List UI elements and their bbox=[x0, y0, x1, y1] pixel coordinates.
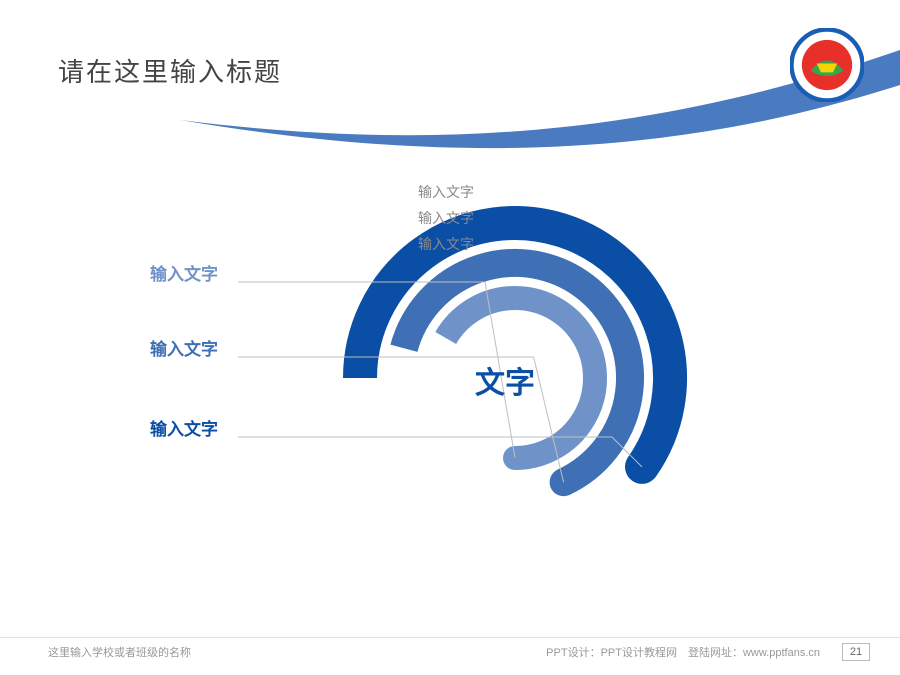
top-label: 输入文字 bbox=[418, 208, 474, 228]
top-label: 输入文字 bbox=[418, 234, 474, 254]
page-number: 21 bbox=[842, 643, 870, 661]
side-label: 输入文字 bbox=[150, 260, 218, 285]
side-label: 输入文字 bbox=[150, 335, 218, 360]
ring-chart bbox=[0, 0, 900, 675]
side-label: 输入文字 bbox=[150, 415, 218, 440]
footer-left-text: 这里输入学校或者班级的名称 bbox=[48, 644, 191, 660]
chart-center-label: 文字 bbox=[475, 358, 535, 402]
slide: 请在这里输入标题 文字 输入文字输入文字输入文字 输入文字输入文字输入文字 这里… bbox=[0, 0, 900, 675]
footer: 这里输入学校或者班级的名称 PPT设计：PPT设计教程网 登陆网址：www.pp… bbox=[0, 637, 900, 661]
top-label: 输入文字 bbox=[418, 182, 474, 202]
footer-right-text: PPT设计：PPT设计教程网 登陆网址：www.pptfans.cn bbox=[546, 644, 820, 660]
